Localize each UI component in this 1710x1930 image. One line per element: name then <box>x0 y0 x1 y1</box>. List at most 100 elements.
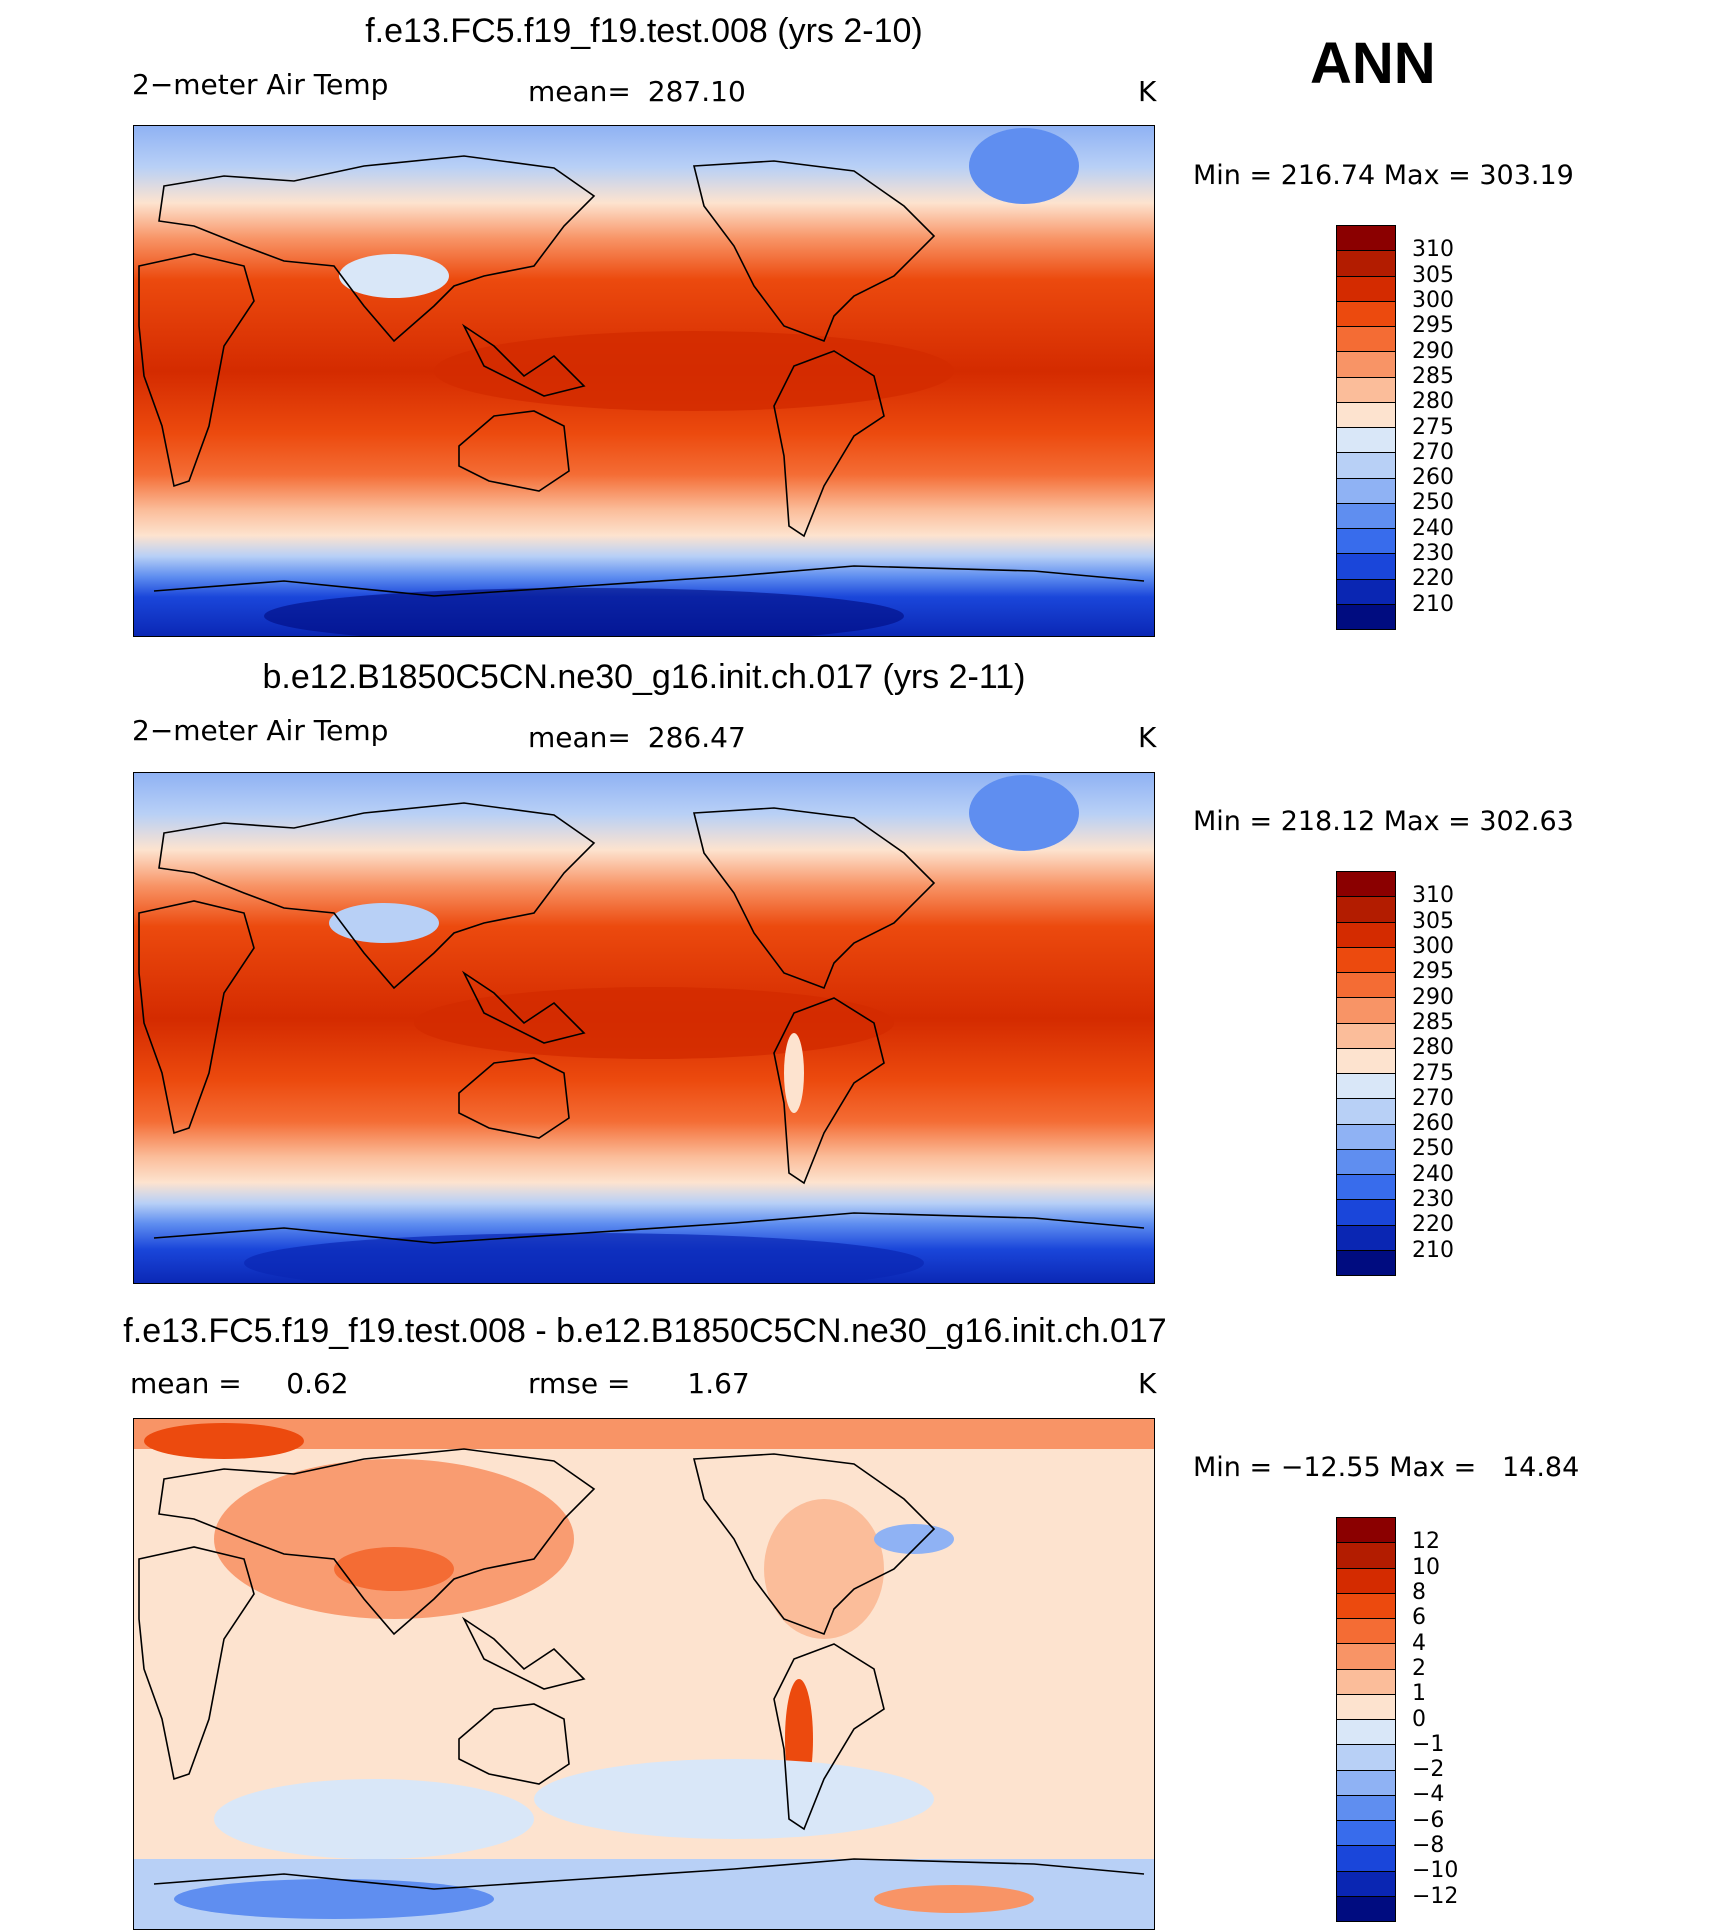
panel-1-map <box>133 125 1155 637</box>
panel-2-colorbar-level: 275 <box>1412 1060 1454 1086</box>
panel-3-colorbar-level: 8 <box>1412 1579 1426 1605</box>
panel-3-colorbar-level: −10 <box>1412 1858 1459 1884</box>
panel-1-colorbar-bin <box>1337 554 1395 580</box>
panel-3-colorbar-bin <box>1337 1619 1395 1645</box>
panel-3-colorbar-bin <box>1337 1745 1395 1771</box>
panel-3-pacific-cool <box>534 1759 934 1839</box>
panel-3-colorbar-level: −6 <box>1412 1807 1445 1833</box>
panel-1-tibet-cold <box>339 254 449 298</box>
panel-2-colorbar-level: 300 <box>1412 933 1454 959</box>
panel-2-colorbar-level: 295 <box>1412 959 1454 985</box>
panel-3-unit: K <box>1138 1367 1157 1400</box>
panel-2-coast-south-america <box>773 997 885 1185</box>
panel-3-colorbar-bin <box>1337 1518 1395 1544</box>
panel-3-colorbar-level: −4 <box>1412 1782 1445 1808</box>
panel-2-colorbar-bin <box>1337 1200 1395 1226</box>
panel-3-colorbar-bin <box>1337 1543 1395 1569</box>
panel-1-colorbar-level: 270 <box>1412 439 1454 465</box>
panel-2-colorbar-level: 240 <box>1412 1161 1454 1187</box>
panel-1-colorbar-bin <box>1337 478 1395 504</box>
panel-3-colorbar-bin <box>1337 1720 1395 1746</box>
panel-3-colorbar-level: 4 <box>1412 1630 1426 1656</box>
panel-3-arctic-warm <box>134 1419 1154 1449</box>
panel-1-colorbar-bin <box>1337 327 1395 353</box>
panel-2-colorbar-bin <box>1337 922 1395 948</box>
panel-2-coast-australia <box>458 1057 570 1139</box>
panel-1-variable-label: 2−meter Air Temp <box>132 68 389 101</box>
panel-1-colorbar-level: 285 <box>1412 363 1454 389</box>
panel-2-variable-label: 2−meter Air Temp <box>132 714 389 747</box>
panel-1-coast-antarctica <box>153 565 1145 597</box>
panel-1-coast-australia <box>458 410 570 492</box>
panel-3-antarctic-warm <box>874 1885 1034 1913</box>
panel-2-colorbar-bin <box>1337 1074 1395 1100</box>
panel-2-colorbar-bin <box>1337 872 1395 898</box>
panel-2-colorbar-bin <box>1337 998 1395 1024</box>
panel-2-coast-africa <box>138 900 255 1135</box>
panel-1-colorbar-level: 280 <box>1412 389 1454 415</box>
panel-1-colorbar-bin <box>1337 428 1395 454</box>
panel-1-greenland-cold <box>969 128 1079 204</box>
panel-1-antarctic-cold <box>264 588 904 636</box>
panel-1-colorbar-level: 310 <box>1412 237 1454 263</box>
panel-1-colorbar-level: 240 <box>1412 515 1454 541</box>
panel-2-map <box>133 772 1155 1284</box>
panel-3-colorbar-level: 2 <box>1412 1655 1426 1681</box>
panel-3-colorbar-level: −12 <box>1412 1883 1459 1909</box>
panel-3-coast-south-america <box>773 1643 885 1831</box>
panel-2-andes-cool <box>784 1033 804 1113</box>
panel-3-coast-antarctica <box>153 1858 1145 1890</box>
panel-1-colorbar <box>1336 225 1396 630</box>
panel-3-colorbar-bin <box>1337 1593 1395 1619</box>
season-label: ANN <box>1310 31 1436 96</box>
panel-2-colorbar-bin <box>1337 1124 1395 1150</box>
panel-1-colorbar-bin <box>1337 226 1395 252</box>
panel-2-colorbar-level: 285 <box>1412 1009 1454 1035</box>
panel-1-colorbar-bin <box>1337 301 1395 327</box>
panel-3-coast-se-asia <box>461 1616 586 1690</box>
panel-3-colorbar-bin <box>1337 1669 1395 1695</box>
panel-2-coast-eurasia <box>158 802 596 990</box>
panel-2-coastlines <box>138 802 1145 1244</box>
panel-1-colorbar-level: 300 <box>1412 287 1454 313</box>
panel-2-antarctic-cold <box>244 1233 924 1283</box>
panel-1-colorbar-level: 305 <box>1412 262 1454 288</box>
panel-3-minmax: Min = −12.55 Max = 14.84 <box>1193 1452 1580 1483</box>
panel-3-mean-label: mean = 0.62 <box>130 1367 349 1400</box>
panel-2-greenland-cold <box>969 775 1079 851</box>
panel-2-colorbar-bin <box>1337 1149 1395 1175</box>
panel-1-colorbar-level: 260 <box>1412 465 1454 491</box>
panel-3-colorbar-level: 10 <box>1412 1554 1440 1580</box>
panel-2-colorbar-level: 230 <box>1412 1187 1454 1213</box>
panel-2-colorbar-bin <box>1337 1175 1395 1201</box>
panel-2-colorbar-level: 260 <box>1412 1111 1454 1137</box>
panel-2-coast-antarctica <box>153 1212 1145 1244</box>
panel-2-colorbar-level: 290 <box>1412 984 1454 1010</box>
panel-2-coast-north-america <box>692 807 936 990</box>
panel-2-title: b.e12.B1850C5CN.ne30_g16.init.ch.017 (yr… <box>262 658 1026 696</box>
panel-3-colorbar-bin <box>1337 1795 1395 1821</box>
panel-1-coast-se-asia <box>461 323 586 397</box>
panel-2-colorbar-bin <box>1337 897 1395 923</box>
panel-3-colorbar-bin <box>1337 1568 1395 1594</box>
panel-2-colorbar-level: 270 <box>1412 1085 1454 1111</box>
panel-2-colorbar-level: 305 <box>1412 908 1454 934</box>
panel-2-tibet-cold <box>329 903 439 943</box>
panel-2-colorbar-bin <box>1337 1099 1395 1125</box>
panel-2-warm-pool <box>414 987 894 1059</box>
panel-2-colorbar-bin <box>1337 1048 1395 1074</box>
panel-3-colorbar-bin <box>1337 1896 1395 1921</box>
panel-1-colorbar-level: 230 <box>1412 541 1454 567</box>
panel-2-colorbar-level: 250 <box>1412 1136 1454 1162</box>
panel-3-colorbar-level: −2 <box>1412 1757 1445 1783</box>
panel-1-mean-text: mean= <box>528 75 631 108</box>
panel-3-na-warm <box>764 1499 884 1639</box>
panel-3-coast-africa <box>138 1546 255 1781</box>
panel-1-warm-pool <box>434 331 954 411</box>
panel-3-antarctic-blue <box>174 1879 494 1919</box>
panel-3-colorbar-level: 6 <box>1412 1605 1426 1631</box>
panel-1-colorbar-level: 290 <box>1412 338 1454 364</box>
panel-3-rmse-value: 1.67 <box>687 1367 750 1400</box>
panel-3-colorbar-bin <box>1337 1846 1395 1872</box>
panel-2-minmax: Min = 218.12 Max = 302.63 <box>1193 806 1574 837</box>
